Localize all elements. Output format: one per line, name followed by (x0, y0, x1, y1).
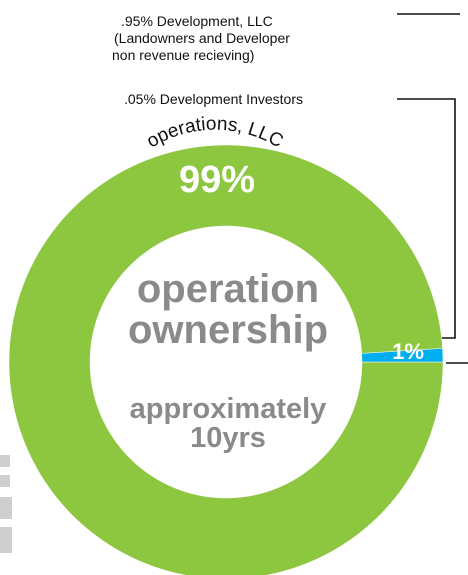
center-title: operation (137, 267, 319, 311)
center-title: ownership (128, 308, 328, 352)
cut-off-decoration (0, 455, 12, 553)
value-label: 99% (179, 159, 255, 201)
annotation-line: .95% Development, LLC (121, 13, 273, 29)
slice (361, 348, 444, 363)
slices (8, 144, 444, 575)
annotation-line: non revenue recieving) (112, 47, 254, 63)
leader-line (397, 98, 456, 339)
value-label: 1% (392, 339, 424, 364)
center-subtitle: 10yrs (190, 422, 266, 454)
slice (8, 144, 444, 575)
center-subtitle: approximately (130, 393, 327, 425)
annotation-line: (Landowners and Developer (114, 30, 290, 46)
annotation-line: .05% Development Investors (124, 91, 303, 107)
